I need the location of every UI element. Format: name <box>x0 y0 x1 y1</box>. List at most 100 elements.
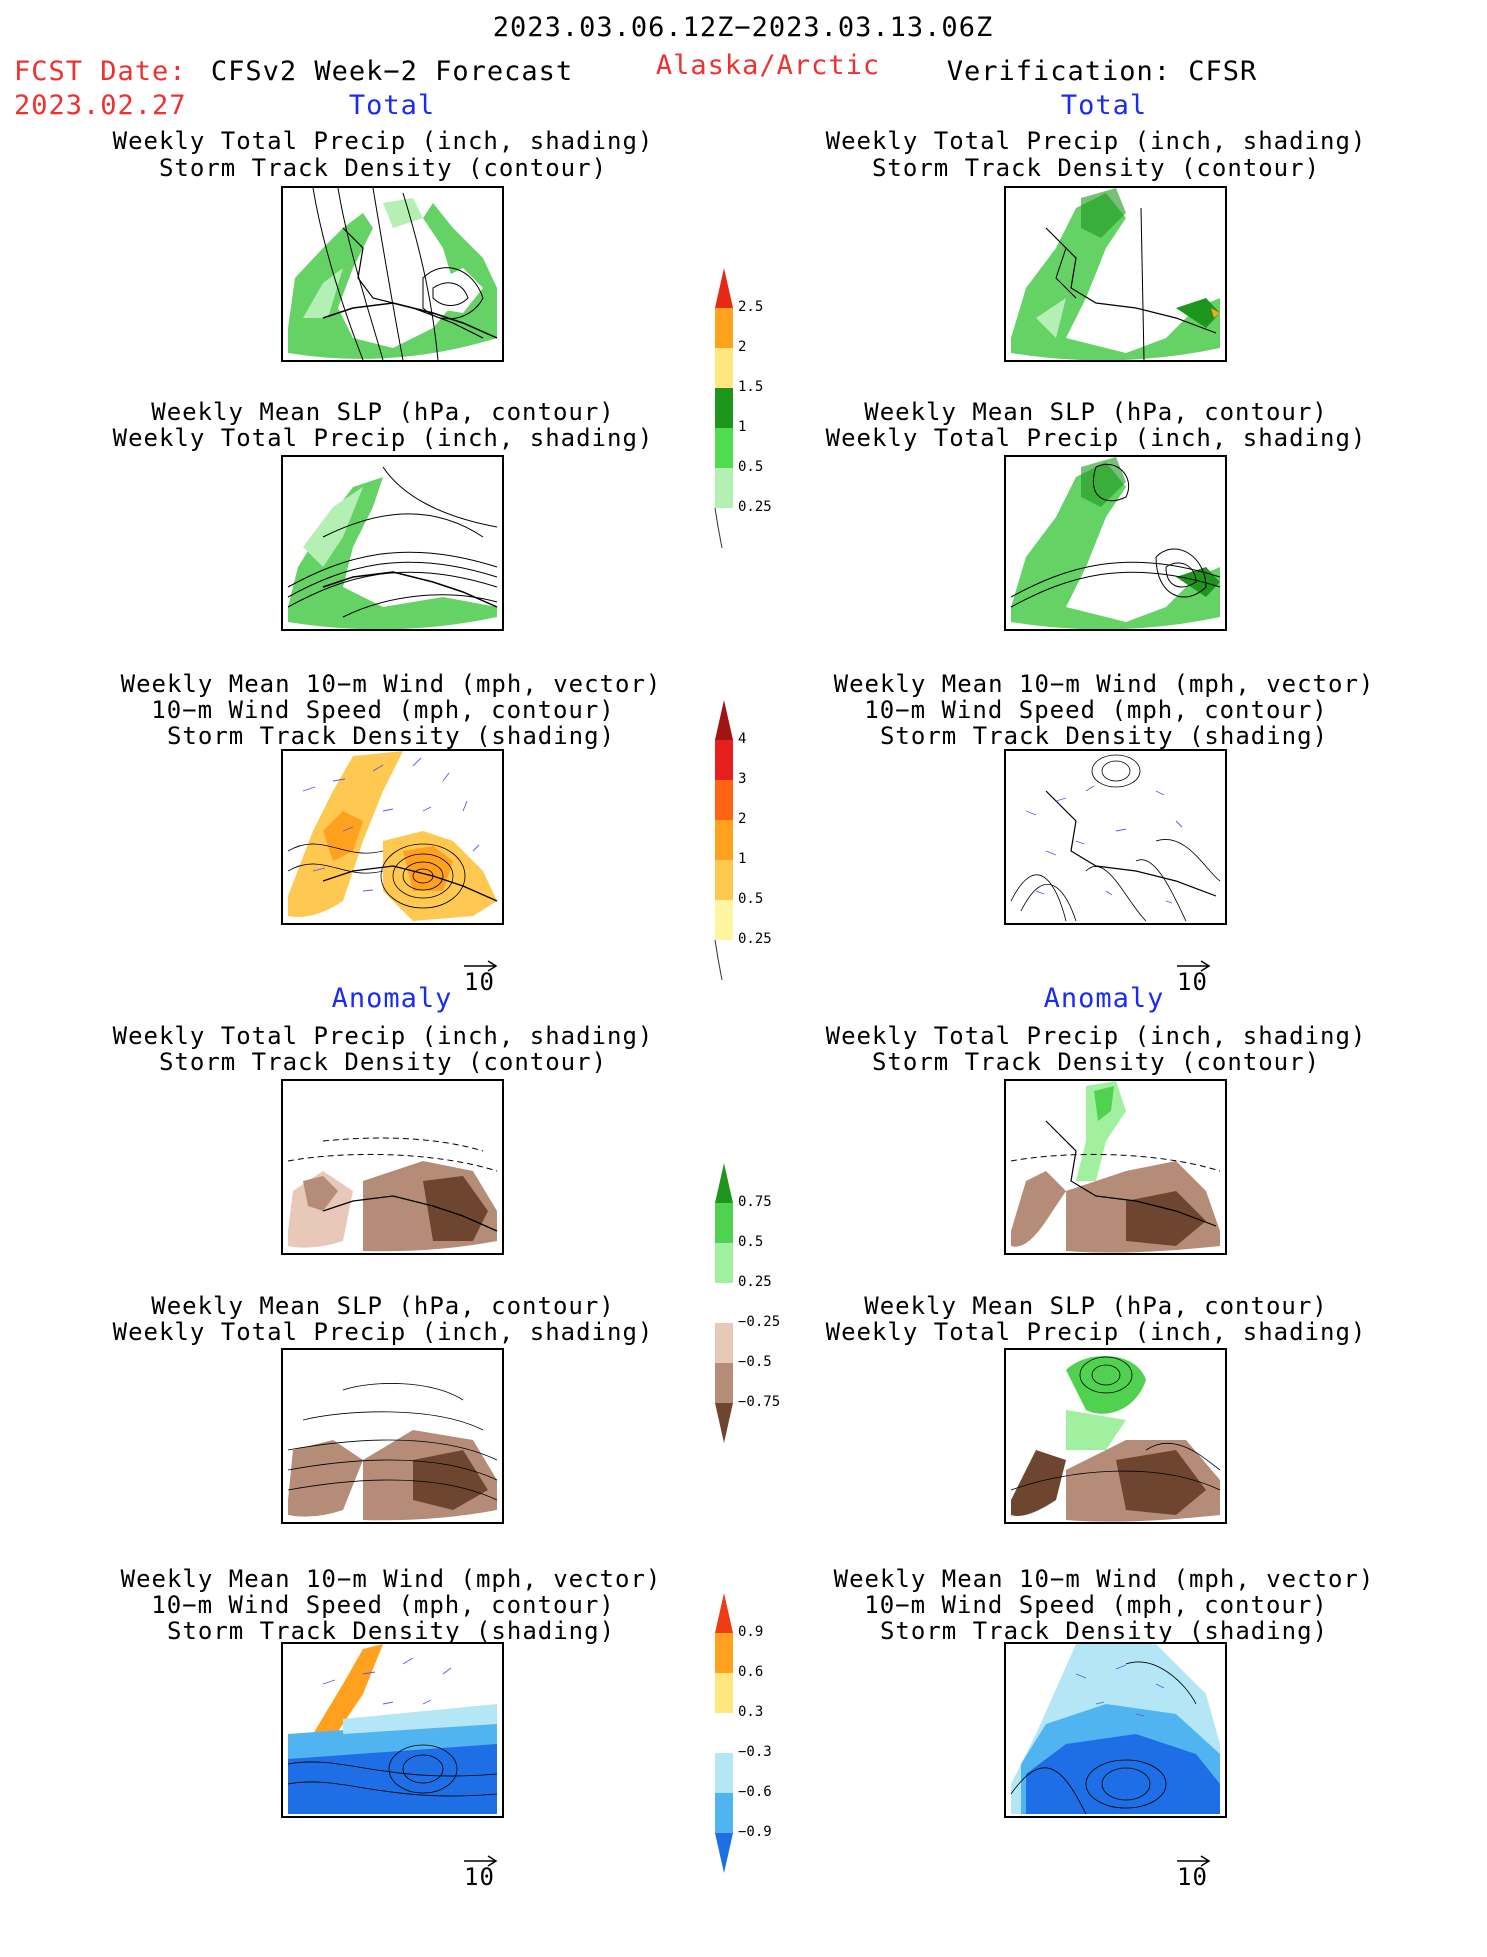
colorbar-tick-label: 2 <box>738 339 747 355</box>
vector-scale: 10 <box>1175 958 1215 994</box>
colorbar-segment <box>715 780 733 820</box>
colorbar-storm-density-anomaly: 0.9 0.6 0.3 −0.3 −0.6 −0.9 <box>714 1593 772 1957</box>
colorbar-segment <box>715 468 733 508</box>
map-panel-forecast-wind-total <box>281 749 504 925</box>
colorbar-tick-label: 0.3 <box>738 1704 764 1720</box>
map-panel-forecast-slp-total <box>281 455 504 631</box>
panel-title-line: Weekly Total Precip (inch, shading) <box>825 1022 1367 1050</box>
vector-scale-label: 10 <box>1177 968 1208 996</box>
forecast-model-label: CFSv2 Week−2 Forecast <box>210 56 574 87</box>
colorbar-bottom-cap <box>715 1403 733 1443</box>
panel-title-line: Storm Track Density (contour) <box>158 1048 608 1076</box>
vector-scale: 10 <box>462 958 502 994</box>
colorbar-segment <box>715 1713 733 1753</box>
colorbar-tick-label: 0.9 <box>738 1624 764 1640</box>
colorbar-segment <box>715 388 733 428</box>
colorbar-segment <box>715 1323 733 1363</box>
colorbar-tick-label: 1 <box>738 419 747 435</box>
map-panel-verification-precip-anomaly <box>1004 1079 1227 1255</box>
panel-title-line: Weekly Mean SLP (hPa, contour) <box>864 1292 1328 1320</box>
forecast-period: 2023.03.06.12Z−2023.03.13.06Z <box>492 12 994 43</box>
colorbar-segment <box>715 860 733 900</box>
colorbar-tick-label: 2 <box>738 811 747 827</box>
map-panel-verification-slp-total <box>1004 455 1227 631</box>
map-panel-verification-wind-anomaly <box>1004 1642 1227 1818</box>
colorbar-tick-label: 0.5 <box>738 459 764 475</box>
colorbar-tick-label: 1.5 <box>738 379 764 395</box>
panel-title-line: 10−m Wind Speed (mph, contour) <box>864 696 1328 724</box>
panel-title-line: Weekly Total Precip (inch, shading) <box>825 1318 1367 1346</box>
colorbar-top-cap <box>715 1593 733 1633</box>
colorbar-segment <box>715 820 733 860</box>
panel-title-line: Storm Track Density (shading) <box>166 1617 616 1645</box>
colorbar-tick-label: 0.75 <box>738 1194 772 1210</box>
colorbar-tick-label: −0.75 <box>738 1394 781 1410</box>
panel-title-line: Weekly Mean 10−m Wind (mph, vector) <box>120 1565 662 1593</box>
colorbar-tick-label: 0.25 <box>738 499 772 515</box>
vector-scale-label: 10 <box>464 1863 495 1891</box>
panel-title-line: Storm Track Density (shading) <box>166 722 616 750</box>
colorbar-tick-label: 2.5 <box>738 299 764 315</box>
colorbar-tick-label: −0.9 <box>738 1824 772 1840</box>
panel-title-line: 10−m Wind Speed (mph, contour) <box>864 1591 1328 1619</box>
section-total-left: Total <box>348 90 436 121</box>
colorbar-tick-label: 0.5 <box>738 891 764 907</box>
colorbar-tick-label: −0.5 <box>738 1354 772 1370</box>
map-panel-forecast-precip-anomaly <box>281 1079 504 1255</box>
panel-title-line: Weekly Mean SLP (hPa, contour) <box>151 1292 615 1320</box>
section-anomaly-left: Anomaly <box>331 983 453 1014</box>
panel-title-line: Weekly Mean 10−m Wind (mph, vector) <box>833 670 1375 698</box>
colorbar-storm-density-total: 4 3 2 1 0.5 0.25 <box>714 700 772 1004</box>
colorbar-segment <box>715 348 733 388</box>
panel-title-line: Storm Track Density (contour) <box>158 154 608 182</box>
panel-title-line: Weekly Total Precip (inch, shading) <box>112 1022 654 1050</box>
colorbar-tick-label: 0.5 <box>738 1234 764 1250</box>
section-total-right: Total <box>1060 90 1148 121</box>
map-panel-verification-wind-total <box>1004 749 1227 925</box>
verification-label: Verification: CFSR <box>946 56 1258 87</box>
colorbar-segment <box>715 1283 733 1323</box>
panel-title-line: Weekly Mean 10−m Wind (mph, vector) <box>833 1565 1375 1593</box>
colorbar-segment <box>715 1753 733 1793</box>
panel-title-line: Weekly Total Precip (inch, shading) <box>825 424 1367 452</box>
panel-title-line: Weekly Total Precip (inch, shading) <box>825 127 1367 155</box>
panel-title-line: Weekly Total Precip (inch, shading) <box>112 1318 654 1346</box>
vector-scale-label: 10 <box>464 968 495 996</box>
region-label: Alaska/Arctic <box>655 50 881 81</box>
colorbar-segment <box>715 1633 733 1673</box>
colorbar-tick-label: −0.25 <box>738 1314 781 1330</box>
map-panel-forecast-slp-anomaly <box>281 1348 504 1524</box>
map-panel-verification-precip-total <box>1004 186 1227 362</box>
colorbar-tick-label: 3 <box>738 771 747 787</box>
colorbar-tick-label: 0.25 <box>738 1274 772 1290</box>
colorbar-tick-label: 0.6 <box>738 1664 764 1680</box>
colorbar-segment <box>715 1673 733 1713</box>
map-panel-verification-slp-anomaly <box>1004 1348 1227 1524</box>
colorbar-segment <box>715 1363 733 1403</box>
colorbar-tail <box>714 507 723 549</box>
colorbar-segment <box>715 900 733 940</box>
panel-title-line: Weekly Total Precip (inch, shading) <box>112 424 654 452</box>
panel-title-line: Weekly Total Precip (inch, shading) <box>112 127 654 155</box>
colorbar-segment <box>715 308 733 348</box>
panel-title-line: 10−m Wind Speed (mph, contour) <box>151 696 615 724</box>
colorbar-segment <box>715 1203 733 1243</box>
colorbar-precip-total: 2.5 2 1.5 1 0.5 0.25 <box>714 268 772 572</box>
colorbar-tick-label: 1 <box>738 851 747 867</box>
vector-scale: 10 <box>1175 1853 1215 1889</box>
colorbar-tick-label: 0.25 <box>738 931 772 947</box>
section-anomaly-right: Anomaly <box>1043 983 1165 1014</box>
map-panel-forecast-wind-anomaly <box>281 1642 504 1818</box>
panel-title-line: Weekly Mean SLP (hPa, contour) <box>864 398 1328 426</box>
colorbar-top-cap <box>715 700 733 740</box>
panel-title-line: Storm Track Density (contour) <box>871 154 1321 182</box>
colorbar-segment <box>715 428 733 468</box>
colorbar-segment <box>715 1793 733 1833</box>
panel-title-line: 10−m Wind Speed (mph, contour) <box>151 1591 615 1619</box>
colorbar-tick-label: −0.6 <box>738 1784 772 1800</box>
colorbar-tick-label: 4 <box>738 731 747 747</box>
fcst-date-value: 2023.02.27 <box>14 90 187 121</box>
colorbar-top-cap <box>715 268 733 308</box>
panel-title-line: Storm Track Density (shading) <box>879 722 1329 750</box>
colorbar-tail <box>714 939 723 981</box>
